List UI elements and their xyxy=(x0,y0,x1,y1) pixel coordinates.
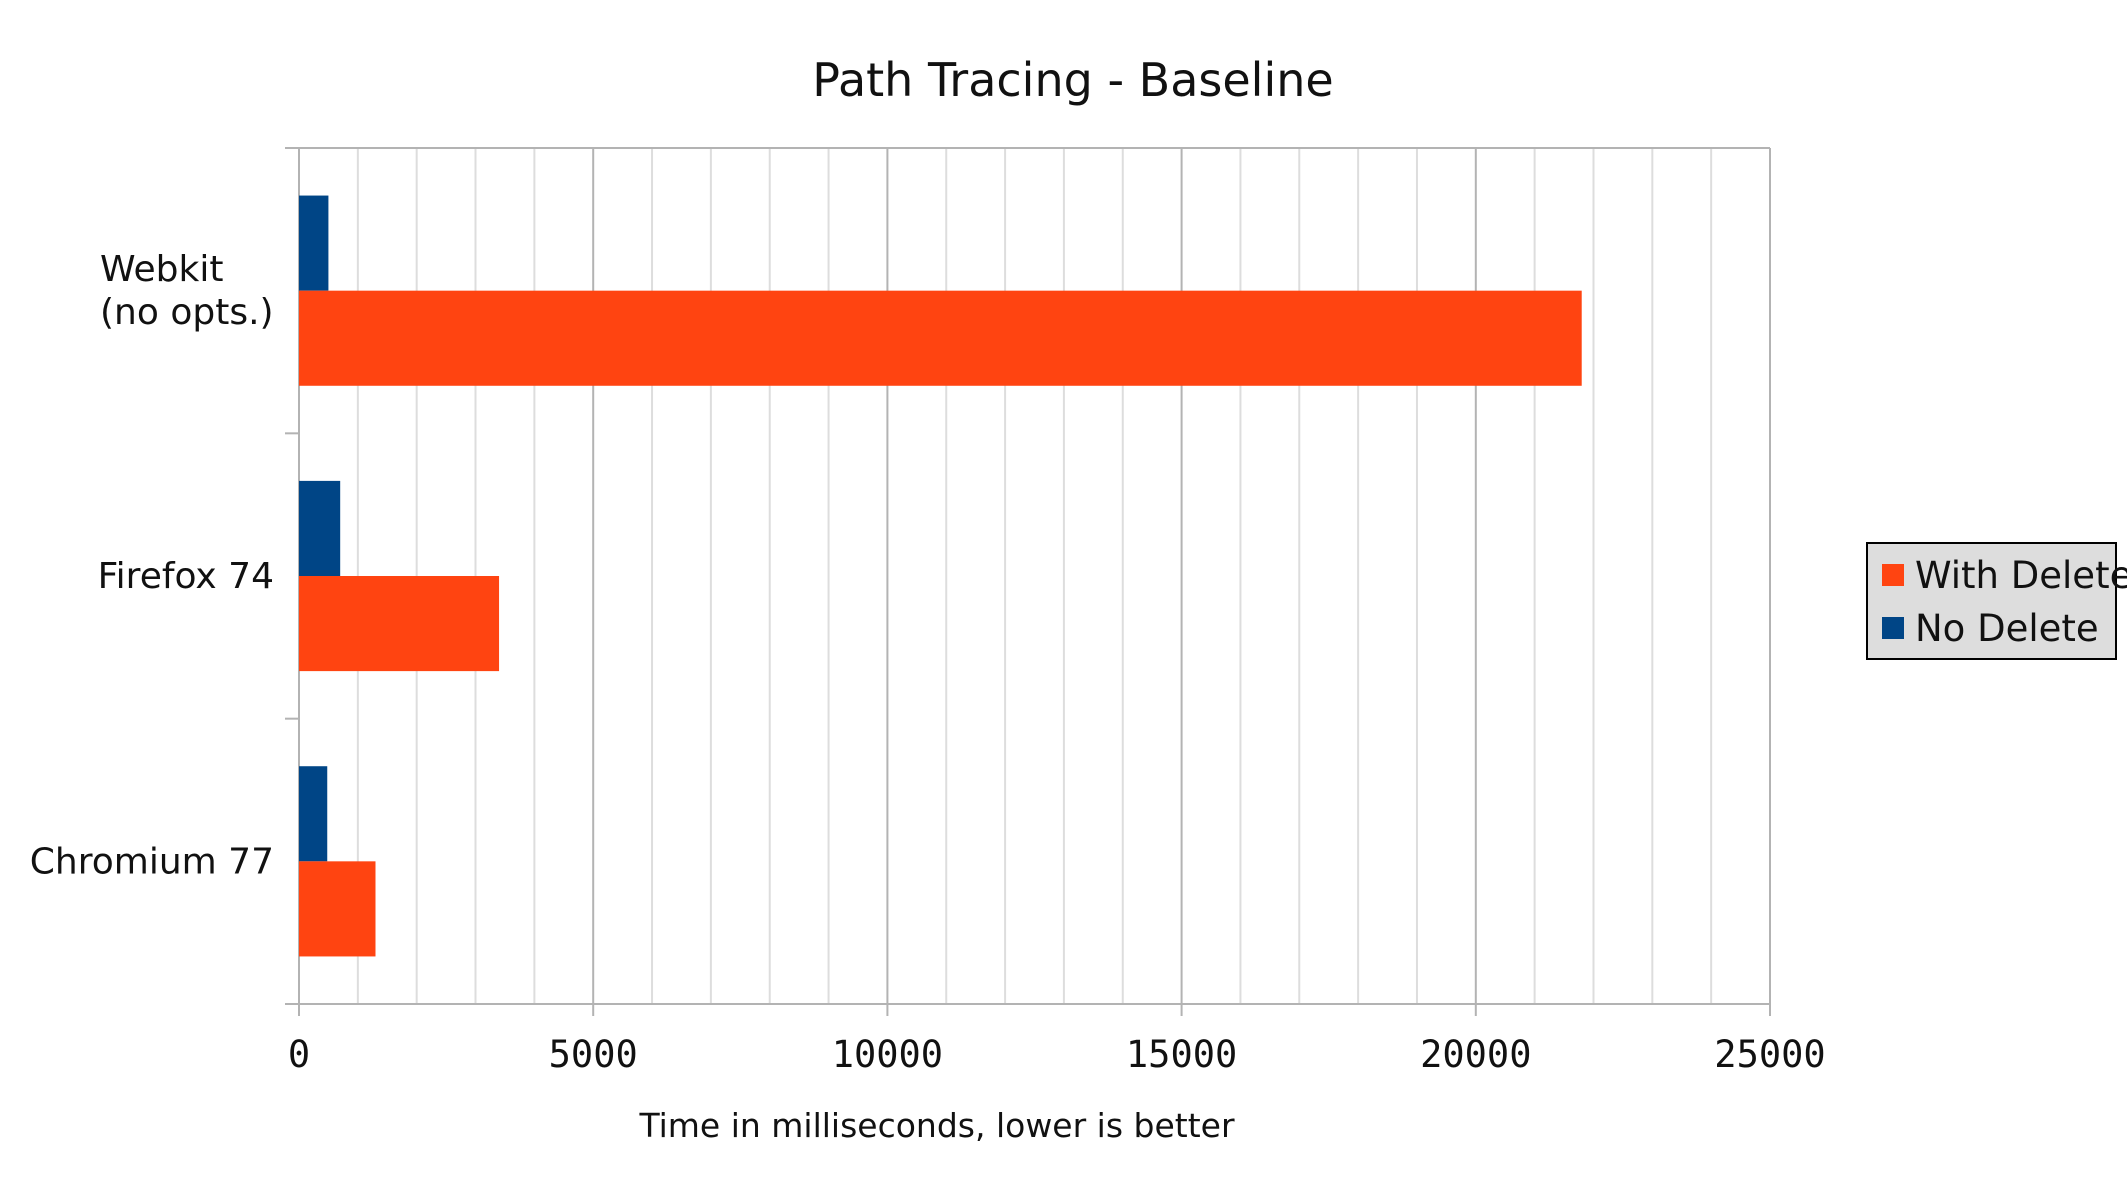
gridlines xyxy=(356,148,1771,1004)
axes xyxy=(285,147,1771,1016)
bar-0-1 xyxy=(299,576,500,672)
x-tick-label: 10000 xyxy=(832,1033,943,1076)
legend-swatch xyxy=(1882,617,1904,639)
bars xyxy=(299,195,1582,957)
legend: With Delete No Delete xyxy=(1866,542,2127,660)
legend-label: With Delete xyxy=(1915,554,2127,597)
x-tick-label: 5000 xyxy=(549,1033,638,1076)
category-label: Chromium 77 xyxy=(30,841,274,882)
legend-swatch xyxy=(1882,564,1904,586)
bar-0-2 xyxy=(299,861,376,957)
bar-0-0 xyxy=(299,290,1582,386)
bar-1-1 xyxy=(299,480,341,576)
legend-label: No Delete xyxy=(1915,607,2099,650)
labels: 0 5000 10000 15000 20000 25000 Webkit(no opts.… xyxy=(30,249,1826,1076)
x-tick-label: 0 xyxy=(288,1033,310,1076)
x-tick-label: 25000 xyxy=(1714,1033,1825,1076)
bar-1-0 xyxy=(299,195,329,291)
x-axis-label: Time in milliseconds, lower is better xyxy=(638,1106,1234,1145)
chart-title: Path Tracing - Baseline xyxy=(812,53,1333,107)
legend-box xyxy=(1866,542,2117,660)
x-tick-label: 20000 xyxy=(1420,1033,1531,1076)
category-label: Webkit xyxy=(100,249,223,290)
x-tick-label: 15000 xyxy=(1126,1033,1237,1076)
category-label: (no opts.) xyxy=(100,292,274,333)
bar-1-2 xyxy=(299,766,328,862)
category-label: Firefox 74 xyxy=(98,556,274,597)
